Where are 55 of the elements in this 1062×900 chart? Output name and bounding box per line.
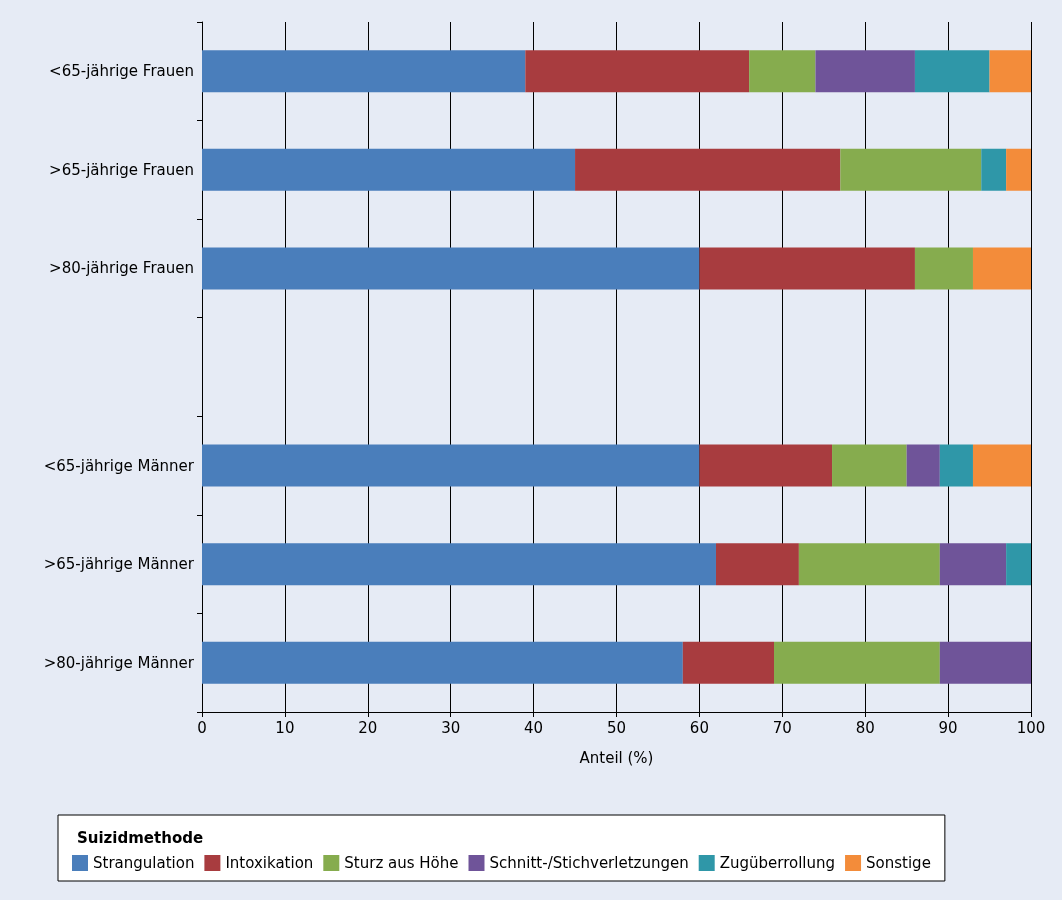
y-tick-label: >80-jährige Frauen (49, 259, 194, 278)
bar (914, 50, 990, 93)
bar (972, 247, 1031, 290)
bar (575, 148, 841, 191)
x-tick-label: 50 (606, 718, 627, 737)
y-tick-label: >80-jährige Männer (43, 653, 195, 672)
x-tick-label: 70 (772, 718, 792, 737)
bar (202, 50, 526, 93)
bar (202, 543, 716, 586)
bar (906, 444, 940, 487)
x-tick-label: 30 (441, 718, 461, 737)
bar (798, 543, 940, 586)
bar (699, 247, 915, 290)
bar (832, 444, 907, 487)
x-tick-label: 10 (275, 718, 295, 737)
bar (715, 543, 799, 586)
y-tick-label: <65-jährige Männer (43, 456, 195, 475)
bar (682, 641, 775, 684)
x-axis-title: Anteil (%) (579, 748, 654, 767)
y-tick-label: <65-jährige Frauen (49, 62, 194, 81)
legend-title: Suizidmethode (77, 828, 204, 847)
bar (981, 148, 1007, 191)
bar (202, 148, 576, 191)
legend-label: Schnitt-/Stichverletzungen (489, 854, 689, 872)
bar (202, 641, 683, 684)
bar (749, 50, 816, 93)
x-tick-label: 20 (358, 718, 378, 737)
x-tick-label: 90 (938, 718, 958, 737)
x-tick-label: 80 (855, 718, 875, 737)
bar (939, 543, 1007, 586)
bar (699, 444, 833, 487)
bar (525, 50, 750, 93)
bar (815, 50, 915, 93)
bar (840, 148, 982, 191)
bar (1006, 543, 1031, 586)
bar (774, 641, 940, 684)
legend-label: Zugüberrollung (719, 854, 836, 872)
bar (939, 641, 1031, 684)
legend-label: Strangulation (93, 854, 195, 872)
bar (939, 444, 973, 487)
x-tick-label: 0 (197, 718, 207, 737)
y-tick-label: >65-jährige Frauen (49, 160, 194, 179)
x-tick-label: 100 (1016, 718, 1046, 737)
x-tick-label: 40 (524, 718, 544, 737)
bar (1006, 148, 1031, 191)
bar (972, 444, 1031, 487)
bar (914, 247, 973, 290)
legend-label: Intoxikation (225, 854, 314, 872)
y-tick-label: >65-jährige Männer (43, 555, 195, 574)
bar (202, 444, 700, 487)
legend-label: Sturz aus Höhe (344, 854, 459, 872)
bar (989, 50, 1031, 93)
bar (202, 247, 700, 290)
x-tick-label: 60 (689, 718, 709, 737)
legend-label: Sonstige (866, 854, 931, 872)
